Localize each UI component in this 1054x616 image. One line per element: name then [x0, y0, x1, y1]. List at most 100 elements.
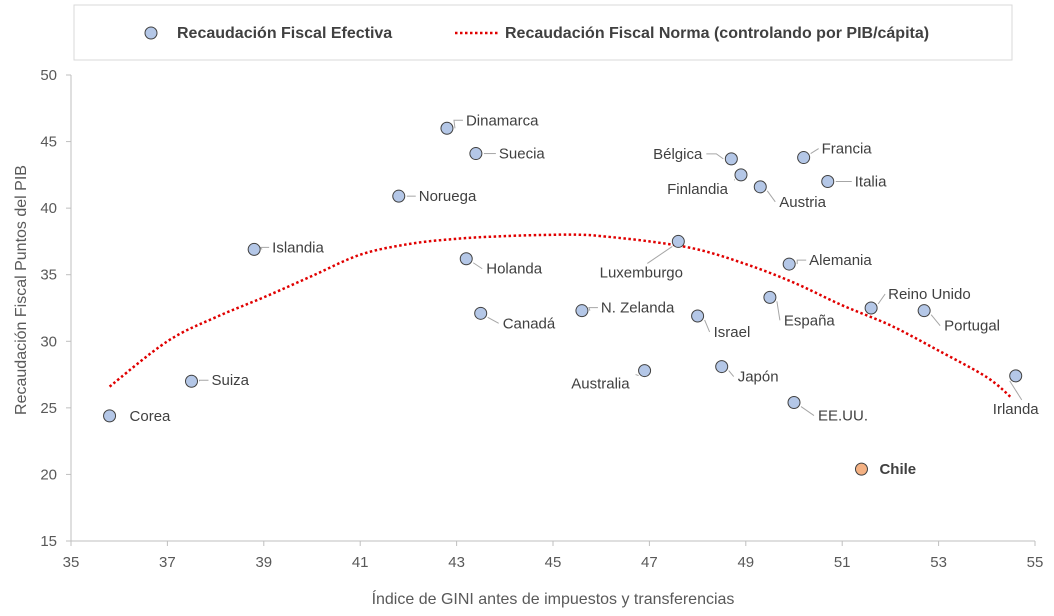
label-leader-line [258, 246, 270, 250]
y-tick-label: 45 [40, 134, 57, 151]
legend-scatter-label: Recaudación Fiscal Efectiva [177, 25, 392, 42]
point-label: Suecia [499, 146, 546, 163]
data-point-islandia [247, 242, 261, 256]
point-label: Luxemburgo [600, 264, 683, 281]
point-label: Japón [738, 369, 779, 386]
y-tick-label: 15 [40, 533, 57, 550]
point-label: Bélgica [653, 146, 703, 163]
x-axis-title: Índice de GINI antes de impuestos y tran… [372, 589, 735, 608]
x-tick-label: 37 [159, 554, 176, 571]
label-leader-line [800, 406, 815, 416]
label-leader-line [588, 307, 598, 311]
point-label: Holanda [486, 261, 543, 278]
point-label: Alemania [809, 252, 872, 269]
label-leader-line [796, 259, 807, 265]
point-label: Italia [855, 174, 887, 191]
x-tick-label: 53 [930, 554, 947, 571]
data-point-australia [638, 364, 652, 378]
point-label: Portugal [944, 318, 1000, 335]
data-point-suiza [185, 374, 198, 388]
data-point-b-lgica [724, 152, 738, 166]
label-leader-line [728, 370, 735, 377]
x-tick-label: 35 [63, 554, 80, 571]
point-label: Reino Unido [888, 286, 971, 303]
point-label: Finlandia [667, 181, 729, 198]
point-labels: Corea Suiza Islandia Noruega Dinamarca Suecia… [130, 112, 1040, 478]
point-label: Francia [822, 141, 873, 158]
data-point-italia [821, 175, 835, 189]
y-tick-label: 40 [40, 200, 57, 217]
point-label: Chile [879, 461, 916, 478]
data-point-suecia [469, 147, 483, 161]
x-axis-ticks: 35 37 39 41 43 45 47 49 51 53 55 [63, 541, 1044, 571]
label-leader-line [647, 246, 673, 264]
data-point-francia [797, 151, 811, 165]
data-points [103, 121, 1023, 476]
y-tick-label: 35 [40, 267, 57, 284]
y-axis-title: Recaudación Fiscal Puntos del PIB [13, 165, 30, 415]
data-point-n-zelanda [575, 304, 589, 318]
label-leader-line [930, 314, 941, 326]
data-point-chile [854, 462, 868, 476]
point-label: Corea [130, 408, 172, 425]
label-leader-line [1009, 380, 1023, 401]
x-tick-label: 47 [641, 554, 658, 571]
label-leader-line [810, 148, 819, 154]
data-point-ee-uu- [787, 396, 801, 410]
legend-box [73, 4, 1013, 61]
x-tick-label: 39 [255, 554, 272, 571]
x-tick-label: 49 [737, 554, 754, 571]
y-axis-ticks: 15 20 25 30 35 40 45 50 [40, 67, 71, 550]
x-tick-label: 51 [834, 554, 851, 571]
x-tick-label: 45 [545, 554, 562, 571]
leader-lines [199, 119, 1023, 416]
point-label: Canadá [503, 315, 556, 332]
point-label: EE.UU. [818, 408, 868, 425]
label-leader-line [635, 374, 639, 377]
data-point-austria [753, 180, 767, 194]
legend: Recaudación Fiscal Efectiva Recaudación … [73, 4, 1013, 61]
point-label: España [784, 312, 836, 329]
data-point-corea [103, 409, 117, 423]
data-point-alemania [782, 257, 796, 271]
y-tick-label: 20 [40, 466, 57, 483]
point-label: N. Zelanda [601, 300, 675, 317]
point-label: Islandia [272, 239, 324, 256]
data-point-israel [691, 309, 705, 323]
data-point-luxemburgo [671, 234, 685, 248]
label-leader-line [706, 153, 724, 160]
y-tick-label: 30 [40, 333, 57, 350]
data-point-dinamarca [440, 121, 454, 135]
x-tick-label: 41 [352, 554, 369, 571]
data-point-finlandia [734, 168, 748, 182]
data-point-espa-a [763, 290, 777, 304]
data-point-irlanda [1009, 369, 1023, 383]
data-point-holanda [459, 252, 473, 266]
label-leader-line [199, 379, 209, 382]
data-point-noruega [392, 189, 406, 203]
point-label: Australia [571, 376, 630, 393]
y-tick-label: 25 [40, 400, 57, 417]
norm-curve-line [108, 233, 1012, 399]
data-point-reino-unido [864, 301, 878, 315]
norm-curve [108, 233, 1012, 399]
data-point-portugal [917, 304, 931, 318]
legend-curve-label: Recaudación Fiscal Norma (controlando po… [505, 25, 929, 42]
point-label: Israel [714, 324, 751, 341]
x-tick-label: 55 [1027, 554, 1044, 571]
point-label: Irlanda [993, 401, 1040, 418]
label-leader-line [704, 319, 711, 333]
point-label: Austria [779, 194, 826, 211]
label-leader-line [776, 301, 781, 321]
label-leader-line [487, 316, 499, 324]
label-leader-line [766, 190, 776, 203]
x-tick-label: 43 [448, 554, 465, 571]
label-leader-line [472, 262, 483, 270]
point-label: Dinamarca [466, 112, 539, 129]
point-label: Suiza [212, 372, 250, 389]
point-label: Noruega [419, 188, 477, 205]
label-leader-line [453, 119, 463, 129]
legend-marker-icon [144, 26, 158, 40]
y-tick-label: 50 [40, 67, 57, 84]
